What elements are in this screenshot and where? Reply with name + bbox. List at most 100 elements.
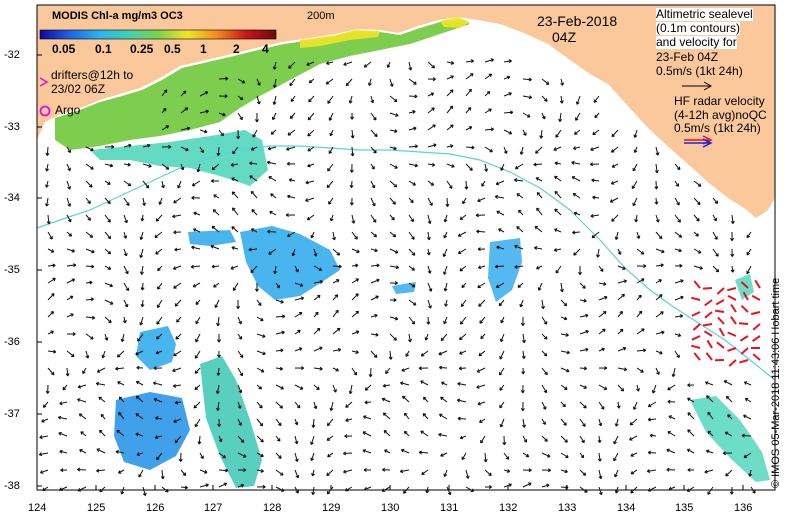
velocity-arrow xyxy=(674,180,679,187)
velocity-arrow xyxy=(195,333,201,343)
velocity-arrow xyxy=(307,146,315,152)
velocity-arrow xyxy=(636,248,645,255)
velocity-arrow xyxy=(389,316,399,321)
velocity-arrow xyxy=(173,282,182,289)
velocity-arrow xyxy=(101,350,106,359)
velocity-arrow xyxy=(592,195,600,200)
velocity-arrow xyxy=(332,231,336,241)
velocity-arrow xyxy=(495,180,505,186)
velocity-arrow xyxy=(153,366,163,371)
velocity-arrow xyxy=(533,162,543,167)
velocity-arrow xyxy=(611,214,619,222)
velocity-arrow xyxy=(560,469,568,474)
velocity-arrow xyxy=(456,398,467,403)
hf-radar-arrow xyxy=(754,279,761,289)
velocity-arrow xyxy=(598,486,603,496)
y-tick-label: -34 xyxy=(4,192,20,204)
velocity-arrow xyxy=(351,367,357,376)
velocity-arrow xyxy=(256,468,264,473)
velocity-arrow xyxy=(632,163,638,172)
velocity-arrow xyxy=(613,435,619,445)
velocity-arrow xyxy=(213,194,220,199)
velocity-arrow xyxy=(41,418,49,423)
velocity-arrow xyxy=(98,396,106,403)
y-tick-label: -36 xyxy=(4,336,20,348)
velocity-arrow xyxy=(123,214,128,224)
velocity-arrow xyxy=(443,214,448,223)
colorbar-tick: 0.1 xyxy=(95,42,112,56)
velocity-arrow xyxy=(503,129,513,135)
velocity-arrow xyxy=(104,144,115,149)
velocity-arrow xyxy=(533,246,543,250)
velocity-arrow xyxy=(560,367,570,373)
velocity-arrow xyxy=(123,265,129,275)
velocity-arrow xyxy=(343,469,353,474)
velocity-arrow xyxy=(598,295,608,301)
velocity-arrow xyxy=(40,469,49,474)
velocity-arrow xyxy=(666,448,676,454)
velocity-arrow xyxy=(705,449,714,454)
velocity-arrow xyxy=(422,396,429,403)
hf-radar-arrow xyxy=(750,311,761,316)
velocity-arrow xyxy=(555,265,562,274)
velocity-arrow xyxy=(79,449,87,454)
velocity-arrow xyxy=(712,231,718,240)
hf-radar-arrow xyxy=(742,291,749,301)
velocity-arrow xyxy=(484,146,493,153)
velocity-arrow xyxy=(349,197,354,206)
velocity-arrow xyxy=(574,129,581,135)
velocity-arrow xyxy=(308,95,315,103)
velocity-arrow xyxy=(386,61,391,68)
velocity-arrow xyxy=(597,435,602,444)
velocity-arrow xyxy=(123,248,128,257)
velocity-arrow xyxy=(560,401,566,408)
velocity-arrow xyxy=(381,486,391,492)
velocity-arrow xyxy=(362,449,372,454)
velocity-arrow xyxy=(521,367,526,375)
velocity-arrow xyxy=(160,469,165,480)
velocity-arrow xyxy=(636,367,644,373)
velocity-arrow xyxy=(172,367,182,373)
velocity-arrow xyxy=(39,435,49,440)
velocity-arrow xyxy=(313,311,319,318)
velocity-arrow xyxy=(153,398,163,403)
velocity-arrow xyxy=(674,279,684,284)
velocity-arrow xyxy=(59,401,68,406)
velocity-arrow xyxy=(541,468,552,473)
velocity-arrow xyxy=(275,469,284,476)
velocity-arrow xyxy=(465,59,475,64)
velocity-arrow xyxy=(329,401,334,411)
velocity-arrow xyxy=(461,282,467,289)
velocity-arrow xyxy=(267,229,277,234)
velocity-arrow xyxy=(268,176,277,182)
velocity-arrow xyxy=(443,469,448,477)
hf-radar-arrow xyxy=(727,295,737,301)
velocity-arrow xyxy=(294,366,305,371)
velocity-arrow xyxy=(275,452,282,459)
velocity-arrow xyxy=(514,244,524,250)
velocity-arrow xyxy=(593,95,600,103)
hf-radar-arrow xyxy=(727,331,737,337)
velocity-arrow xyxy=(439,365,448,370)
velocity-arrow xyxy=(655,214,660,223)
velocity-arrow xyxy=(522,95,533,100)
velocity-arrow xyxy=(85,163,94,170)
velocity-arrow xyxy=(655,248,665,254)
velocity-arrow xyxy=(611,129,619,138)
velocity-arrow xyxy=(503,59,512,64)
velocity-arrow xyxy=(45,180,49,188)
velocity-arrow xyxy=(161,89,168,97)
velocity-arrow xyxy=(351,330,360,335)
velocity-arrow xyxy=(252,129,258,138)
velocity-arrow xyxy=(655,263,664,268)
velocity-arrow xyxy=(730,248,735,257)
velocity-arrow xyxy=(457,231,467,237)
velocity-arrow xyxy=(579,452,585,459)
velocity-arrow xyxy=(389,281,398,286)
chlorophyll-blob xyxy=(735,274,754,300)
velocity-arrow xyxy=(65,367,70,377)
hf-radar-arrow xyxy=(716,287,725,295)
velocity-arrow xyxy=(214,299,220,309)
velocity-arrow xyxy=(674,295,684,301)
velocity-arrow xyxy=(514,265,524,269)
